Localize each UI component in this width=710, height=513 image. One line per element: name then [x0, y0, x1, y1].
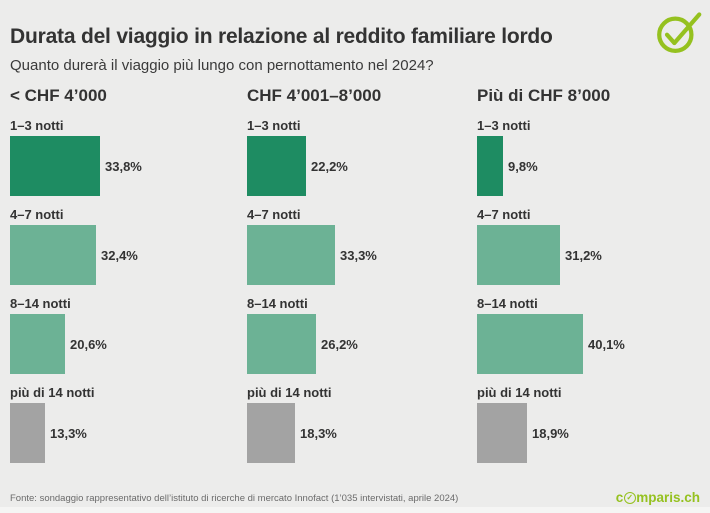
bar-1-3-notti	[247, 136, 306, 196]
bar-8-14-notti	[477, 314, 583, 374]
bar-category-label: più di 14 notti	[477, 385, 562, 400]
bar-1-3-notti	[10, 136, 100, 196]
bar-group: 1–3 notti 33,8%	[10, 119, 238, 196]
bar-category-label: 4–7 notti	[10, 207, 64, 222]
bar-group: 4–7 notti 32,4%	[10, 208, 238, 285]
bar-category-label: più di 14 notti	[247, 385, 332, 400]
bar-category-label: 4–7 notti	[247, 207, 301, 222]
bar-8-14-notti	[247, 314, 316, 374]
column-header: Più di CHF 8’000	[477, 86, 611, 105]
bar-group: 4–7 notti 31,2%	[477, 208, 705, 285]
bar-value-label: 33,3%	[340, 247, 377, 263]
income-column-high: Più di CHF 8’000 1–3 notti 9,8% 4–7 nott…	[477, 86, 705, 475]
bar-category-label: 1–3 notti	[247, 118, 301, 133]
income-column-mid: CHF 4’001–8’000 1–3 notti 22,2% 4–7 nott…	[247, 86, 475, 475]
bar-value-label: 33,8%	[105, 158, 142, 174]
bar-4-7-notti	[10, 225, 96, 285]
bar-category-label: 1–3 notti	[10, 118, 64, 133]
bar-piu-14-notti	[477, 403, 527, 463]
bar-category-label: 8–14 notti	[247, 296, 308, 311]
source-note: Fonte: sondaggio rappresentativo dell’is…	[10, 493, 459, 504]
bar-value-label: 31,2%	[565, 247, 602, 263]
bar-value-label: 20,6%	[70, 336, 107, 352]
bar-group: 8–14 notti 26,2%	[247, 297, 475, 374]
bar-group: più di 14 notti 13,3%	[10, 386, 238, 463]
bar-group: 1–3 notti 22,2%	[247, 119, 475, 196]
bar-value-label: 22,2%	[311, 158, 348, 174]
bar-category-label: 8–14 notti	[10, 296, 71, 311]
bar-value-label: 26,2%	[321, 336, 358, 352]
page-subtitle: Quanto durerà il viaggio più lungo con p…	[10, 57, 434, 74]
bar-value-label: 40,1%	[588, 336, 625, 352]
logo-check-icon: ✓	[623, 491, 636, 504]
bar-value-label: 13,3%	[50, 425, 87, 441]
bar-category-label: più di 14 notti	[10, 385, 95, 400]
bar-group: 1–3 notti 9,8%	[477, 119, 705, 196]
bar-8-14-notti	[10, 314, 65, 374]
column-header: < CHF 4’000	[10, 86, 107, 105]
bar-value-label: 18,3%	[300, 425, 337, 441]
bar-value-label: 32,4%	[101, 247, 138, 263]
bar-4-7-notti	[477, 225, 560, 285]
bar-4-7-notti	[247, 225, 335, 285]
bar-category-label: 4–7 notti	[477, 207, 531, 222]
bar-group: 8–14 notti 20,6%	[10, 297, 238, 374]
bar-group: più di 14 notti 18,3%	[247, 386, 475, 463]
bar-piu-14-notti	[247, 403, 295, 463]
bar-value-label: 18,9%	[532, 425, 569, 441]
comparis-logo: c ✓ mparis.ch	[616, 490, 700, 505]
bar-group: 8–14 notti 40,1%	[477, 297, 705, 374]
bar-value-label: 9,8%	[508, 158, 538, 174]
bar-group: 4–7 notti 33,3%	[247, 208, 475, 285]
bar-piu-14-notti	[10, 403, 45, 463]
bar-group: più di 14 notti 18,9%	[477, 386, 705, 463]
column-header: CHF 4’001–8’000	[247, 86, 382, 105]
logo-text-prefix: c	[615, 490, 624, 505]
bar-category-label: 1–3 notti	[477, 118, 531, 133]
bar-1-3-notti	[477, 136, 503, 196]
bottom-strip	[0, 507, 710, 513]
income-column-low: < CHF 4’000 1–3 notti 33,8% 4–7 notti 32…	[10, 86, 238, 475]
logo-text-suffix: mparis.ch	[636, 490, 700, 505]
checkmark-circle-icon	[656, 8, 702, 56]
bar-category-label: 8–14 notti	[477, 296, 538, 311]
page-title: Durata del viaggio in relazione al reddi…	[10, 25, 553, 49]
